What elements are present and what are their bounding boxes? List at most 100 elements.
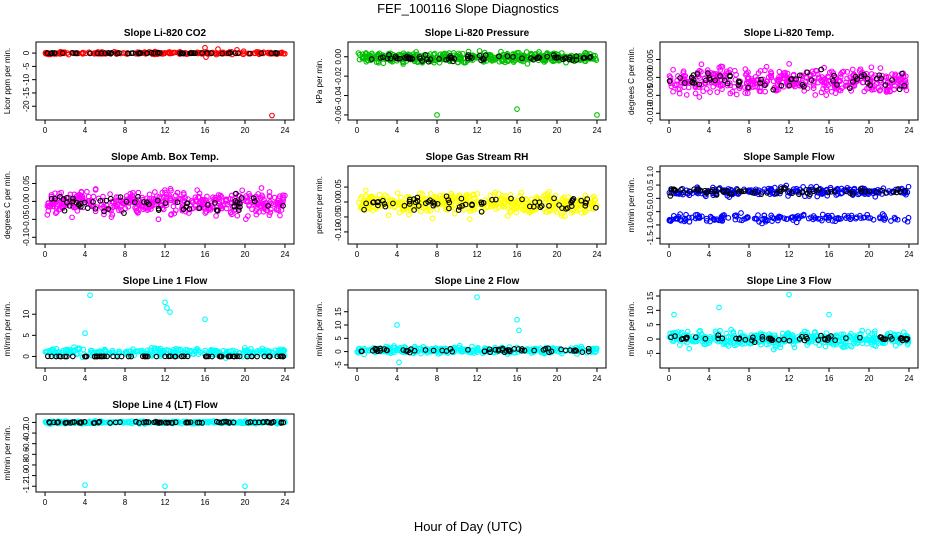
data-point: [429, 215, 436, 222]
data-point-black: [83, 353, 90, 360]
data-point: [772, 344, 779, 350]
data-point: [877, 87, 884, 93]
data-point-black: [422, 200, 429, 207]
x-tick-label: 4: [83, 126, 88, 135]
data-point-black: [567, 347, 574, 353]
data-point-black: [544, 53, 551, 60]
data-point: [564, 199, 571, 206]
data-point: [492, 189, 499, 196]
y-tick-label: -20: [22, 100, 31, 112]
data-point-black: [101, 353, 107, 360]
data-point: [543, 199, 549, 205]
data-point-black: [489, 196, 495, 203]
data-point: [179, 196, 186, 202]
data-point-black: [231, 203, 238, 209]
data-point-black: [169, 419, 176, 426]
data-point: [582, 209, 588, 215]
data-point-black: [882, 82, 889, 88]
data-point: [579, 345, 586, 352]
data-point-black: [531, 347, 538, 354]
data-point: [498, 48, 504, 55]
x-tick-label: 0: [43, 498, 48, 507]
x-tick-label: 16: [513, 126, 522, 135]
data-point-black: [727, 72, 733, 79]
data-point-black: [133, 418, 139, 425]
data-point-black: [144, 50, 151, 56]
data-point-black: [762, 82, 768, 89]
data-point-black: [102, 50, 109, 56]
data-point: [161, 187, 168, 193]
data-point: [249, 206, 255, 213]
x-tick-label: 16: [201, 498, 210, 507]
data-point-black: [135, 50, 142, 57]
data-point-black: [828, 188, 835, 195]
data-point: [192, 197, 199, 203]
x-tick-label: 4: [707, 126, 712, 135]
data-point-black: [666, 78, 673, 84]
data-point-black: [678, 336, 685, 343]
y-tick-label: -1.0: [22, 468, 31, 482]
panel-title: Slope Line 4 (LT) Flow: [112, 400, 218, 411]
data-point: [362, 199, 368, 205]
y-tick-label: 5: [22, 333, 31, 338]
data-point: [48, 192, 55, 198]
data-point: [155, 216, 162, 223]
data-point-black: [668, 190, 675, 196]
data-point: [848, 330, 854, 337]
data-point: [674, 216, 681, 222]
data-point-black: [582, 202, 589, 209]
y-tick-label: 0.000: [646, 67, 655, 88]
data-point-black: [879, 187, 885, 194]
data-point-black: [775, 337, 782, 343]
data-point-black: [849, 190, 856, 197]
data-point: [755, 212, 761, 219]
x-tick-label: 20: [241, 374, 250, 383]
data-point-black: [456, 204, 463, 210]
y-tick-label: -0.8: [22, 458, 31, 472]
data-point-black: [90, 199, 96, 205]
panel-2: Slope Li-820 Pressure kPa per min. 0 4 8 12 16…: [315, 28, 607, 135]
data-point: [686, 345, 693, 352]
data-point: [858, 215, 864, 221]
data-point: [784, 70, 791, 77]
data-point: [456, 54, 463, 61]
data-points: [666, 182, 912, 227]
data-point: [243, 193, 250, 199]
y-tick-label: 0.00: [334, 48, 343, 64]
data-point-black: [455, 207, 462, 213]
data-point-black: [715, 332, 722, 339]
x-tick-label: 16: [201, 250, 210, 259]
data-point: [670, 66, 676, 73]
data-point-black: [542, 345, 549, 352]
data-point: [569, 206, 576, 213]
data-point-black: [689, 79, 696, 86]
data-point: [375, 59, 382, 66]
data-point-black: [436, 56, 442, 62]
data-point: [667, 217, 674, 224]
data-point: [793, 185, 800, 192]
data-point: [109, 347, 116, 354]
data-point: [172, 199, 179, 206]
data-point: [761, 212, 768, 219]
data-point: [460, 59, 467, 65]
data-point-black: [187, 419, 194, 426]
data-point-black: [492, 346, 499, 353]
x-tick-label: 24: [593, 374, 602, 383]
data-point: [865, 214, 871, 221]
data-point: [814, 193, 821, 200]
data-point: [727, 90, 734, 97]
data-point: [561, 194, 567, 201]
data-point-black: [196, 419, 203, 426]
data-point: [240, 51, 247, 58]
data-point: [66, 348, 73, 354]
data-point: [552, 202, 558, 208]
data-point-black: [406, 198, 413, 205]
data-point: [828, 340, 835, 347]
data-point-black: [893, 189, 900, 196]
data-point: [849, 66, 856, 73]
data-point-black: [135, 193, 141, 200]
panel-title: Slope Line 3 Flow: [747, 276, 832, 287]
data-point: [739, 341, 745, 347]
panel-5: Slope Gas Stream RH percent per min. 0 4 8 12…: [315, 152, 607, 259]
data-point-black: [573, 53, 580, 59]
